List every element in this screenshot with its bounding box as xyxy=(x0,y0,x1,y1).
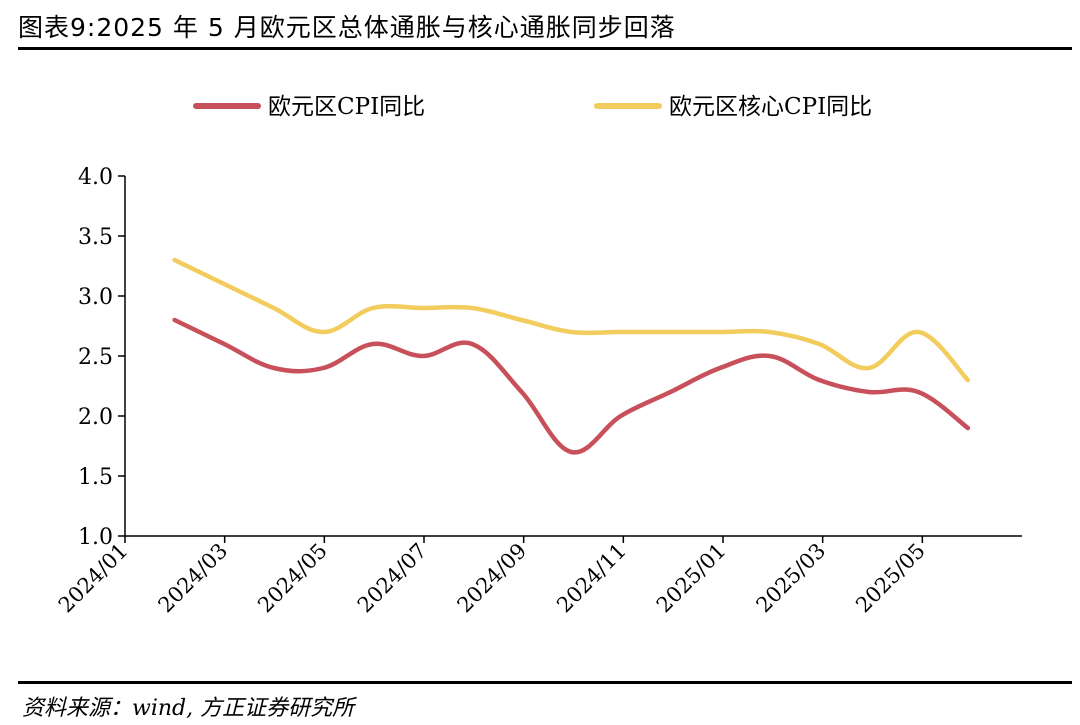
x-tick-label: 2024/09 xyxy=(453,539,532,618)
y-tick-label: 2.5 xyxy=(78,345,113,370)
y-tick-label: 2.0 xyxy=(78,405,113,430)
series-lines xyxy=(172,257,971,455)
x-tick-label: 2025/05 xyxy=(851,539,930,618)
x-tick-label: 2024/07 xyxy=(353,539,432,618)
y-tick-label: 3.5 xyxy=(78,225,113,250)
title-divider xyxy=(18,47,1072,50)
line-chart: 欧元区CPI同比 欧元区核心CPI同比 1.0 1.5 2.0 2.5 3.0 3.5 4.… xyxy=(54,94,1022,617)
chart-title: 图表9:2025 年 5 月欧元区总体通胀与核心通胀同步回落 xyxy=(18,13,676,42)
y-tick-label: 3.0 xyxy=(78,285,113,310)
legend-label-core: 欧元区核心CPI同比 xyxy=(669,94,872,120)
y-axis-ticks: 1.0 1.5 2.0 2.5 3.0 3.5 4.0 xyxy=(78,165,125,550)
x-tick-label: 2025/03 xyxy=(752,539,831,618)
y-tick-label: 1.5 xyxy=(78,465,113,490)
x-tick-label: 2024/11 xyxy=(552,539,631,618)
y-tick-label: 1.0 xyxy=(78,525,113,550)
footer-divider xyxy=(18,681,1072,684)
series-line-core xyxy=(172,257,971,383)
legend-label-cpi: 欧元区CPI同比 xyxy=(268,94,425,120)
legend: 欧元区CPI同比 欧元区核心CPI同比 xyxy=(193,94,872,120)
source-note: 资料来源：wind, 方正证券研究所 xyxy=(22,696,355,721)
x-tick-label: 2024/03 xyxy=(154,539,233,618)
x-tick-label: 2024/05 xyxy=(253,539,332,618)
x-tick-label: 2025/01 xyxy=(652,539,731,618)
y-tick-label: 4.0 xyxy=(78,165,113,190)
series-line-cpi xyxy=(172,317,971,455)
x-tick-label: 2024/01 xyxy=(54,539,133,618)
x-axis-ticks: 2024/01 2024/03 2024/05 2024/07 2024/09 2024/… xyxy=(54,536,930,617)
